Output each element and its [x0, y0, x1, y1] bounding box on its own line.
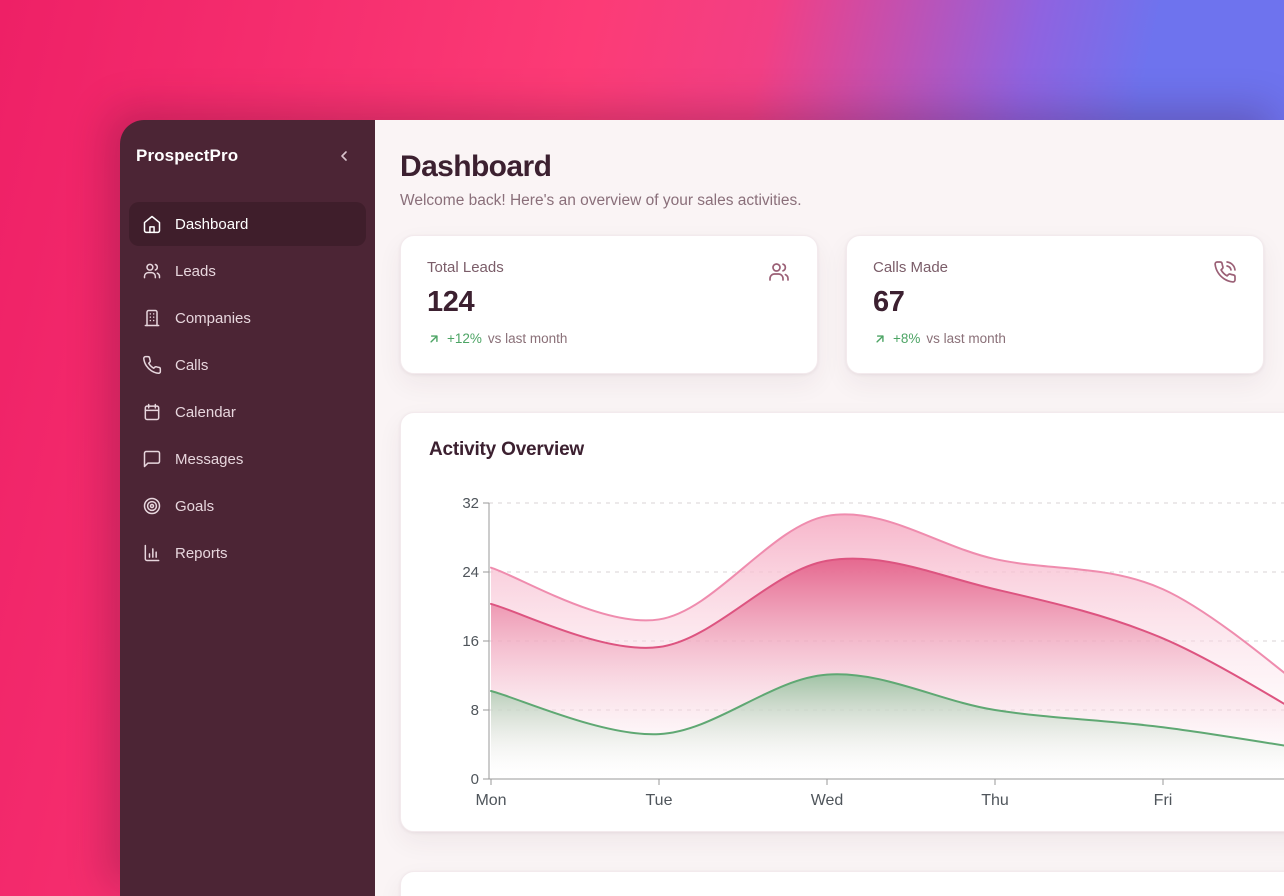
trend-note: vs last month: [487, 331, 568, 346]
x-tick-label: Tue: [646, 792, 673, 809]
sidebar: ProspectPro Dashboard Leads: [120, 120, 375, 896]
dark-pink-area-line: [490, 557, 1284, 705]
y-tick-label: 0: [471, 771, 479, 788]
sidebar-item-messages[interactable]: Messages: [129, 437, 366, 481]
activity-overview-card: Activity Overview 0 8 16 24 32 Mon Tue Wed Thu Fr…: [400, 412, 1284, 832]
main-content: Dashboard Welcome back! Here's an overvi…: [375, 120, 1284, 896]
sidebar-item-calendar[interactable]: Calendar: [129, 390, 366, 434]
chart-title: Activity Overview: [429, 439, 585, 460]
sidebar-item-label: Reports: [175, 544, 228, 562]
stat-label: Calls Made: [873, 259, 949, 276]
target-icon: [142, 496, 162, 516]
x-tick-label: Thu: [981, 792, 1009, 809]
y-tick-label: 32: [462, 495, 479, 512]
sidebar-item-calls[interactable]: Calls: [129, 343, 366, 387]
users-icon: [767, 260, 791, 284]
trend-percent: +12%: [447, 331, 482, 346]
x-tick-label: Mon: [475, 792, 506, 809]
trend-note: vs last month: [926, 331, 1006, 346]
sidebar-item-label: Calls: [175, 356, 209, 374]
stat-value: 124: [427, 286, 475, 318]
app-brand: ProspectPro: [136, 146, 239, 165]
sidebar-item-label: Leads: [175, 262, 216, 280]
stat-trend: +12% vs last month: [427, 331, 791, 346]
message-icon: [142, 449, 162, 469]
bar-chart-icon: [142, 543, 162, 563]
trend-up-icon: [873, 332, 887, 346]
calendar-icon: [142, 402, 162, 422]
next-section-card: [400, 871, 1284, 896]
sidebar-item-label: Companies: [175, 309, 251, 327]
sidebar-item-label: Messages: [175, 450, 244, 468]
stat-cards-row: Total Leads 124 +12% vs last month Calls…: [400, 235, 1284, 374]
page-title: Dashboard: [400, 150, 552, 183]
stat-card-total-leads: Total Leads 124 +12% vs last month: [400, 235, 818, 374]
stat-card-calls-made: Calls Made 67 +8% vs last month: [846, 235, 1264, 374]
light-pink-area-line: [490, 513, 1284, 674]
phone-call-icon: [1213, 260, 1237, 284]
x-tick-label: Wed: [811, 792, 844, 809]
phone-icon: [142, 355, 162, 375]
users-icon: [142, 261, 162, 281]
sidebar-nav: Dashboard Leads Companies Calls: [129, 202, 366, 575]
sidebar-item-label: Dashboard: [175, 215, 249, 233]
sidebar-header: ProspectPro: [129, 146, 366, 166]
green-area-fill: [491, 674, 1284, 779]
activity-chart-svg: 0 8 16 24 32 Mon Tue Wed Thu Fri: [462, 495, 1284, 809]
x-tick-label: Fri: [1154, 792, 1173, 809]
stat-trend: +8% vs last month: [873, 331, 1237, 346]
sidebar-item-label: Calendar: [175, 403, 236, 421]
app-window: ProspectPro Dashboard Leads: [120, 120, 1284, 896]
building-icon: [142, 308, 162, 328]
sidebar-item-label: Goals: [175, 497, 215, 515]
stat-value: 67: [873, 286, 905, 318]
chevron-left-icon: [336, 148, 352, 164]
sidebar-item-reports[interactable]: Reports: [129, 531, 366, 575]
sidebar-item-goals[interactable]: Goals: [129, 484, 366, 528]
stat-label: Total Leads: [427, 259, 504, 276]
sidebar-item-leads[interactable]: Leads: [129, 249, 366, 293]
page-subtitle: Welcome back! Here's an overview of your…: [400, 192, 802, 209]
sidebar-item-companies[interactable]: Companies: [129, 296, 366, 340]
y-tick-label: 16: [462, 633, 479, 650]
home-icon: [142, 214, 162, 234]
sidebar-item-dashboard[interactable]: Dashboard: [129, 202, 366, 246]
sidebar-collapse-button[interactable]: [336, 148, 352, 164]
y-tick-label: 24: [462, 564, 479, 581]
trend-up-icon: [427, 332, 441, 346]
y-tick-label: 8: [471, 702, 479, 719]
trend-percent: +8%: [893, 331, 921, 346]
green-area-line: [490, 673, 1284, 747]
